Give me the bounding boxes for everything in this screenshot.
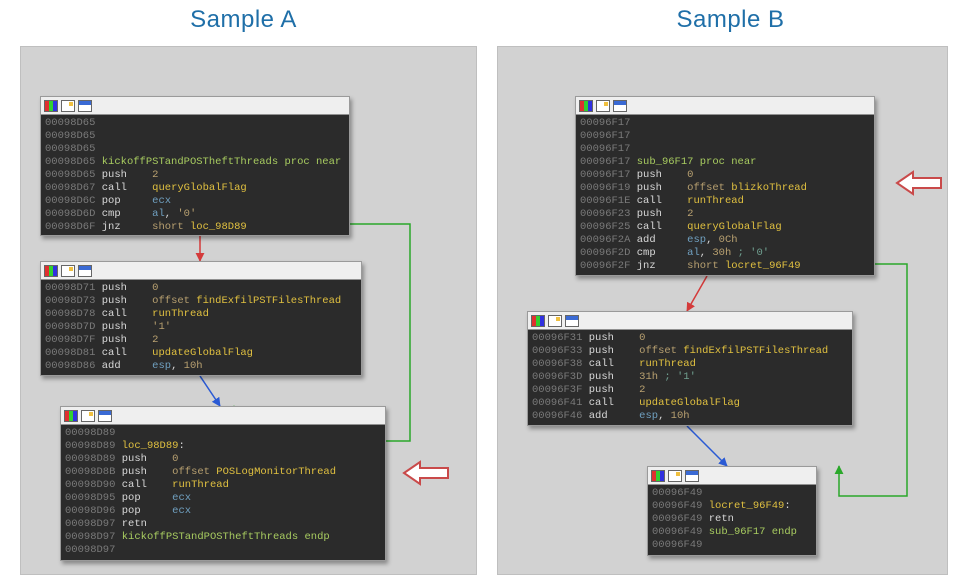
heading-a: Sample A xyxy=(0,6,487,42)
window-icon[interactable] xyxy=(565,315,579,327)
doc-icon[interactable] xyxy=(548,315,562,327)
window-icon[interactable] xyxy=(685,470,699,482)
window-icon[interactable] xyxy=(613,100,627,112)
codebox-b2[interactable]: 00096F31 push 0 00096F33 push offset fin… xyxy=(527,311,853,426)
codebody-b3: 00096F49 00096F49 locret_96F49: 00096F49… xyxy=(648,485,816,555)
window-icon[interactable] xyxy=(78,100,92,112)
heading-b: Sample B xyxy=(487,6,974,42)
color-icon[interactable] xyxy=(44,100,58,112)
codebox-a2[interactable]: 00098D71 push 0 00098D73 push offset fin… xyxy=(40,261,362,376)
titlebar[interactable] xyxy=(648,467,816,485)
titlebar[interactable] xyxy=(528,312,852,330)
doc-icon[interactable] xyxy=(81,410,95,422)
titlebar[interactable] xyxy=(41,97,349,115)
doc-icon[interactable] xyxy=(61,265,75,277)
sample-b-column: Sample B 00096F17 00096F17 00096F17 0009… xyxy=(487,6,974,583)
color-icon[interactable] xyxy=(651,470,665,482)
doc-icon[interactable] xyxy=(61,100,75,112)
titlebar[interactable] xyxy=(576,97,874,115)
doc-icon[interactable] xyxy=(596,100,610,112)
window-icon[interactable] xyxy=(98,410,112,422)
sample-a-column: Sample A 00098D65 00098D65 00098D65 0009… xyxy=(0,6,487,583)
codebody-b1: 00096F17 00096F17 00096F17 00096F17 sub_… xyxy=(576,115,874,276)
codebox-b3[interactable]: 00096F49 00096F49 locret_96F49: 00096F49… xyxy=(647,466,817,556)
color-icon[interactable] xyxy=(579,100,593,112)
codebody-a2: 00098D71 push 0 00098D73 push offset fin… xyxy=(41,280,361,376)
doc-icon[interactable] xyxy=(668,470,682,482)
color-icon[interactable] xyxy=(531,315,545,327)
titlebar[interactable] xyxy=(41,262,361,280)
codebody-a3: 00098D89 00098D89 loc_98D89: 00098D89 pu… xyxy=(61,425,385,560)
codebox-b1[interactable]: 00096F17 00096F17 00096F17 00096F17 sub_… xyxy=(575,96,875,276)
codebox-a1[interactable]: 00098D65 00098D65 00098D65 00098D65 kick… xyxy=(40,96,350,236)
color-icon[interactable] xyxy=(64,410,78,422)
titlebar[interactable] xyxy=(61,407,385,425)
codebody-a1: 00098D65 00098D65 00098D65 00098D65 kick… xyxy=(41,115,349,237)
codebox-a3[interactable]: 00098D89 00098D89 loc_98D89: 00098D89 pu… xyxy=(60,406,386,561)
codebody-b2: 00096F31 push 0 00096F33 push offset fin… xyxy=(528,330,852,426)
color-icon[interactable] xyxy=(44,265,58,277)
window-icon[interactable] xyxy=(78,265,92,277)
root-container: Sample A 00098D65 00098D65 00098D65 0009… xyxy=(0,0,974,583)
